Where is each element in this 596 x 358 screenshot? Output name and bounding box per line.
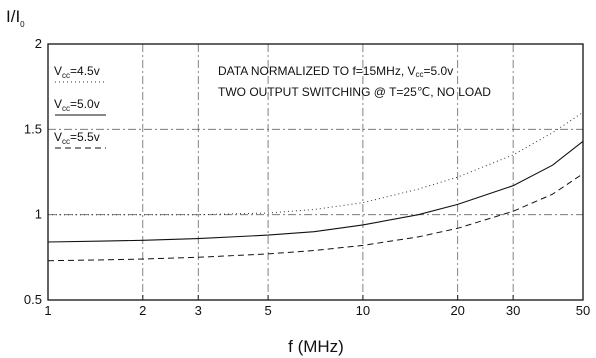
series-lines xyxy=(47,111,584,262)
series-line-1 xyxy=(48,111,584,216)
series-line-2 xyxy=(47,140,584,243)
series-line-3 xyxy=(47,173,584,262)
y-axis-title: I/I0 xyxy=(6,7,25,29)
x-tick-label: 5 xyxy=(264,303,271,318)
y-tick-label: 1.5 xyxy=(24,121,42,136)
legend-label-5-5v: Vcc=5.5v xyxy=(54,130,100,146)
x-tick-label: 1 xyxy=(44,303,51,318)
x-tick-label: 2 xyxy=(139,303,146,318)
legend-label-5-0v: Vcc=5.0v xyxy=(54,97,100,113)
y-tick-label: 0.5 xyxy=(24,292,42,307)
y-tick-labels: 0.5 1 1.5 2 xyxy=(24,36,42,307)
legend-label-4-5v: Vcc=4.5v xyxy=(54,64,100,80)
x-tick-label: 30 xyxy=(506,303,520,318)
x-tick-label: 10 xyxy=(356,303,370,318)
x-tick-label: 50 xyxy=(576,303,590,318)
x-tick-label: 3 xyxy=(195,303,202,318)
y-tick-label: 2 xyxy=(35,36,42,51)
annotation-line-1: DATA NORMALIZED TO f=15MHz, Vcc=5.0v xyxy=(218,64,453,79)
x-axis-title: f (MHz) xyxy=(288,337,344,356)
x-tick-labels: 1 2 3 5 10 20 30 50 xyxy=(44,303,590,318)
x-tick-label: 20 xyxy=(450,303,464,318)
plot-frame xyxy=(47,43,584,301)
grid xyxy=(47,44,584,300)
annotation-line-2: TWO OUTPUT SWITCHING @ T=25℃, NO LOAD xyxy=(218,85,491,99)
annotation: DATA NORMALIZED TO f=15MHz, Vcc=5.0v TWO… xyxy=(218,64,491,99)
legend: Vcc=4.5v Vcc=5.0v Vcc=5.5v xyxy=(54,64,106,149)
y-tick-label: 1 xyxy=(35,207,42,222)
